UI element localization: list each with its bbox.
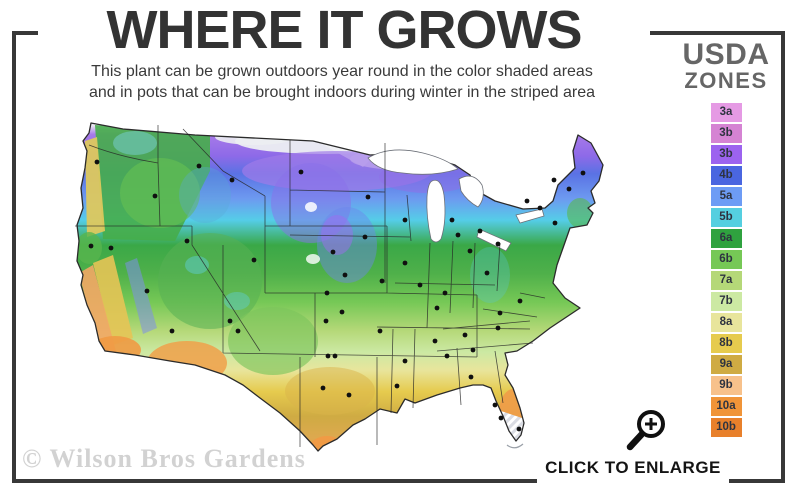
florida-keys <box>506 443 524 449</box>
zone-chip-4b: 4b <box>710 166 742 185</box>
zone-chip-3a: 3a <box>710 103 742 122</box>
zone-chip-3b: 3b <box>710 145 742 164</box>
subtitle: This plant can be grown outdoors year ro… <box>30 61 654 103</box>
zone-chip-5b: 5b <box>710 208 742 227</box>
legend-chips: 3a 3b 3b 4b 5a 5b 6a 6b 7a 7b 8a 8b 9a 9b 10a 10b <box>674 103 778 437</box>
usda-zone-map[interactable] <box>75 113 665 470</box>
watermark: © Wilson Bros Gardens <box>22 444 306 473</box>
zone-chip-6a: 6a <box>710 229 742 248</box>
usda-zones-legend: USDA ZONES 3a 3b 3b 4b 5a 5b 6a 6b 7a 7b 8a 8b 9a 9b 1… <box>674 40 778 439</box>
legend-title-zones: ZONES <box>684 68 768 93</box>
subtitle-line-1: This plant can be grown outdoors year ro… <box>91 63 593 80</box>
usa-map-svg <box>75 122 604 452</box>
city-dots <box>88 159 586 432</box>
striped-area-south-florida <box>501 411 525 443</box>
zone-chip-10a: 10a <box>710 397 742 416</box>
zone-chip-6b: 6b <box>710 250 742 269</box>
zone-chip-7b: 7b <box>710 292 742 311</box>
us-outline <box>76 122 604 452</box>
zone-chip-7a: 7a <box>710 271 742 290</box>
magnifier-plus-icon[interactable] <box>624 406 672 454</box>
legend-title-usda: USDA <box>682 38 770 71</box>
zone-chip-8b: 8b <box>710 334 742 353</box>
state-borders <box>75 125 546 447</box>
click-to-enlarge[interactable]: CLICK TO ENLARGE <box>528 406 738 490</box>
zone-chip-9b: 9b <box>710 376 742 395</box>
zone-chip-9a: 9a <box>710 355 742 374</box>
great-lakes <box>367 149 545 252</box>
click-to-enlarge-label[interactable]: CLICK TO ENLARGE <box>537 456 729 490</box>
zone-chip-3b: 3b <box>710 124 742 143</box>
subtitle-line-2: and in pots that can be brought indoors … <box>88 84 596 102</box>
zone-chip-8a: 8a <box>710 313 742 332</box>
zone-chip-10b: 10b <box>710 418 742 437</box>
zone-chip-5a: 5a <box>710 187 742 206</box>
page-title: WHERE IT GROWS <box>38 2 650 58</box>
